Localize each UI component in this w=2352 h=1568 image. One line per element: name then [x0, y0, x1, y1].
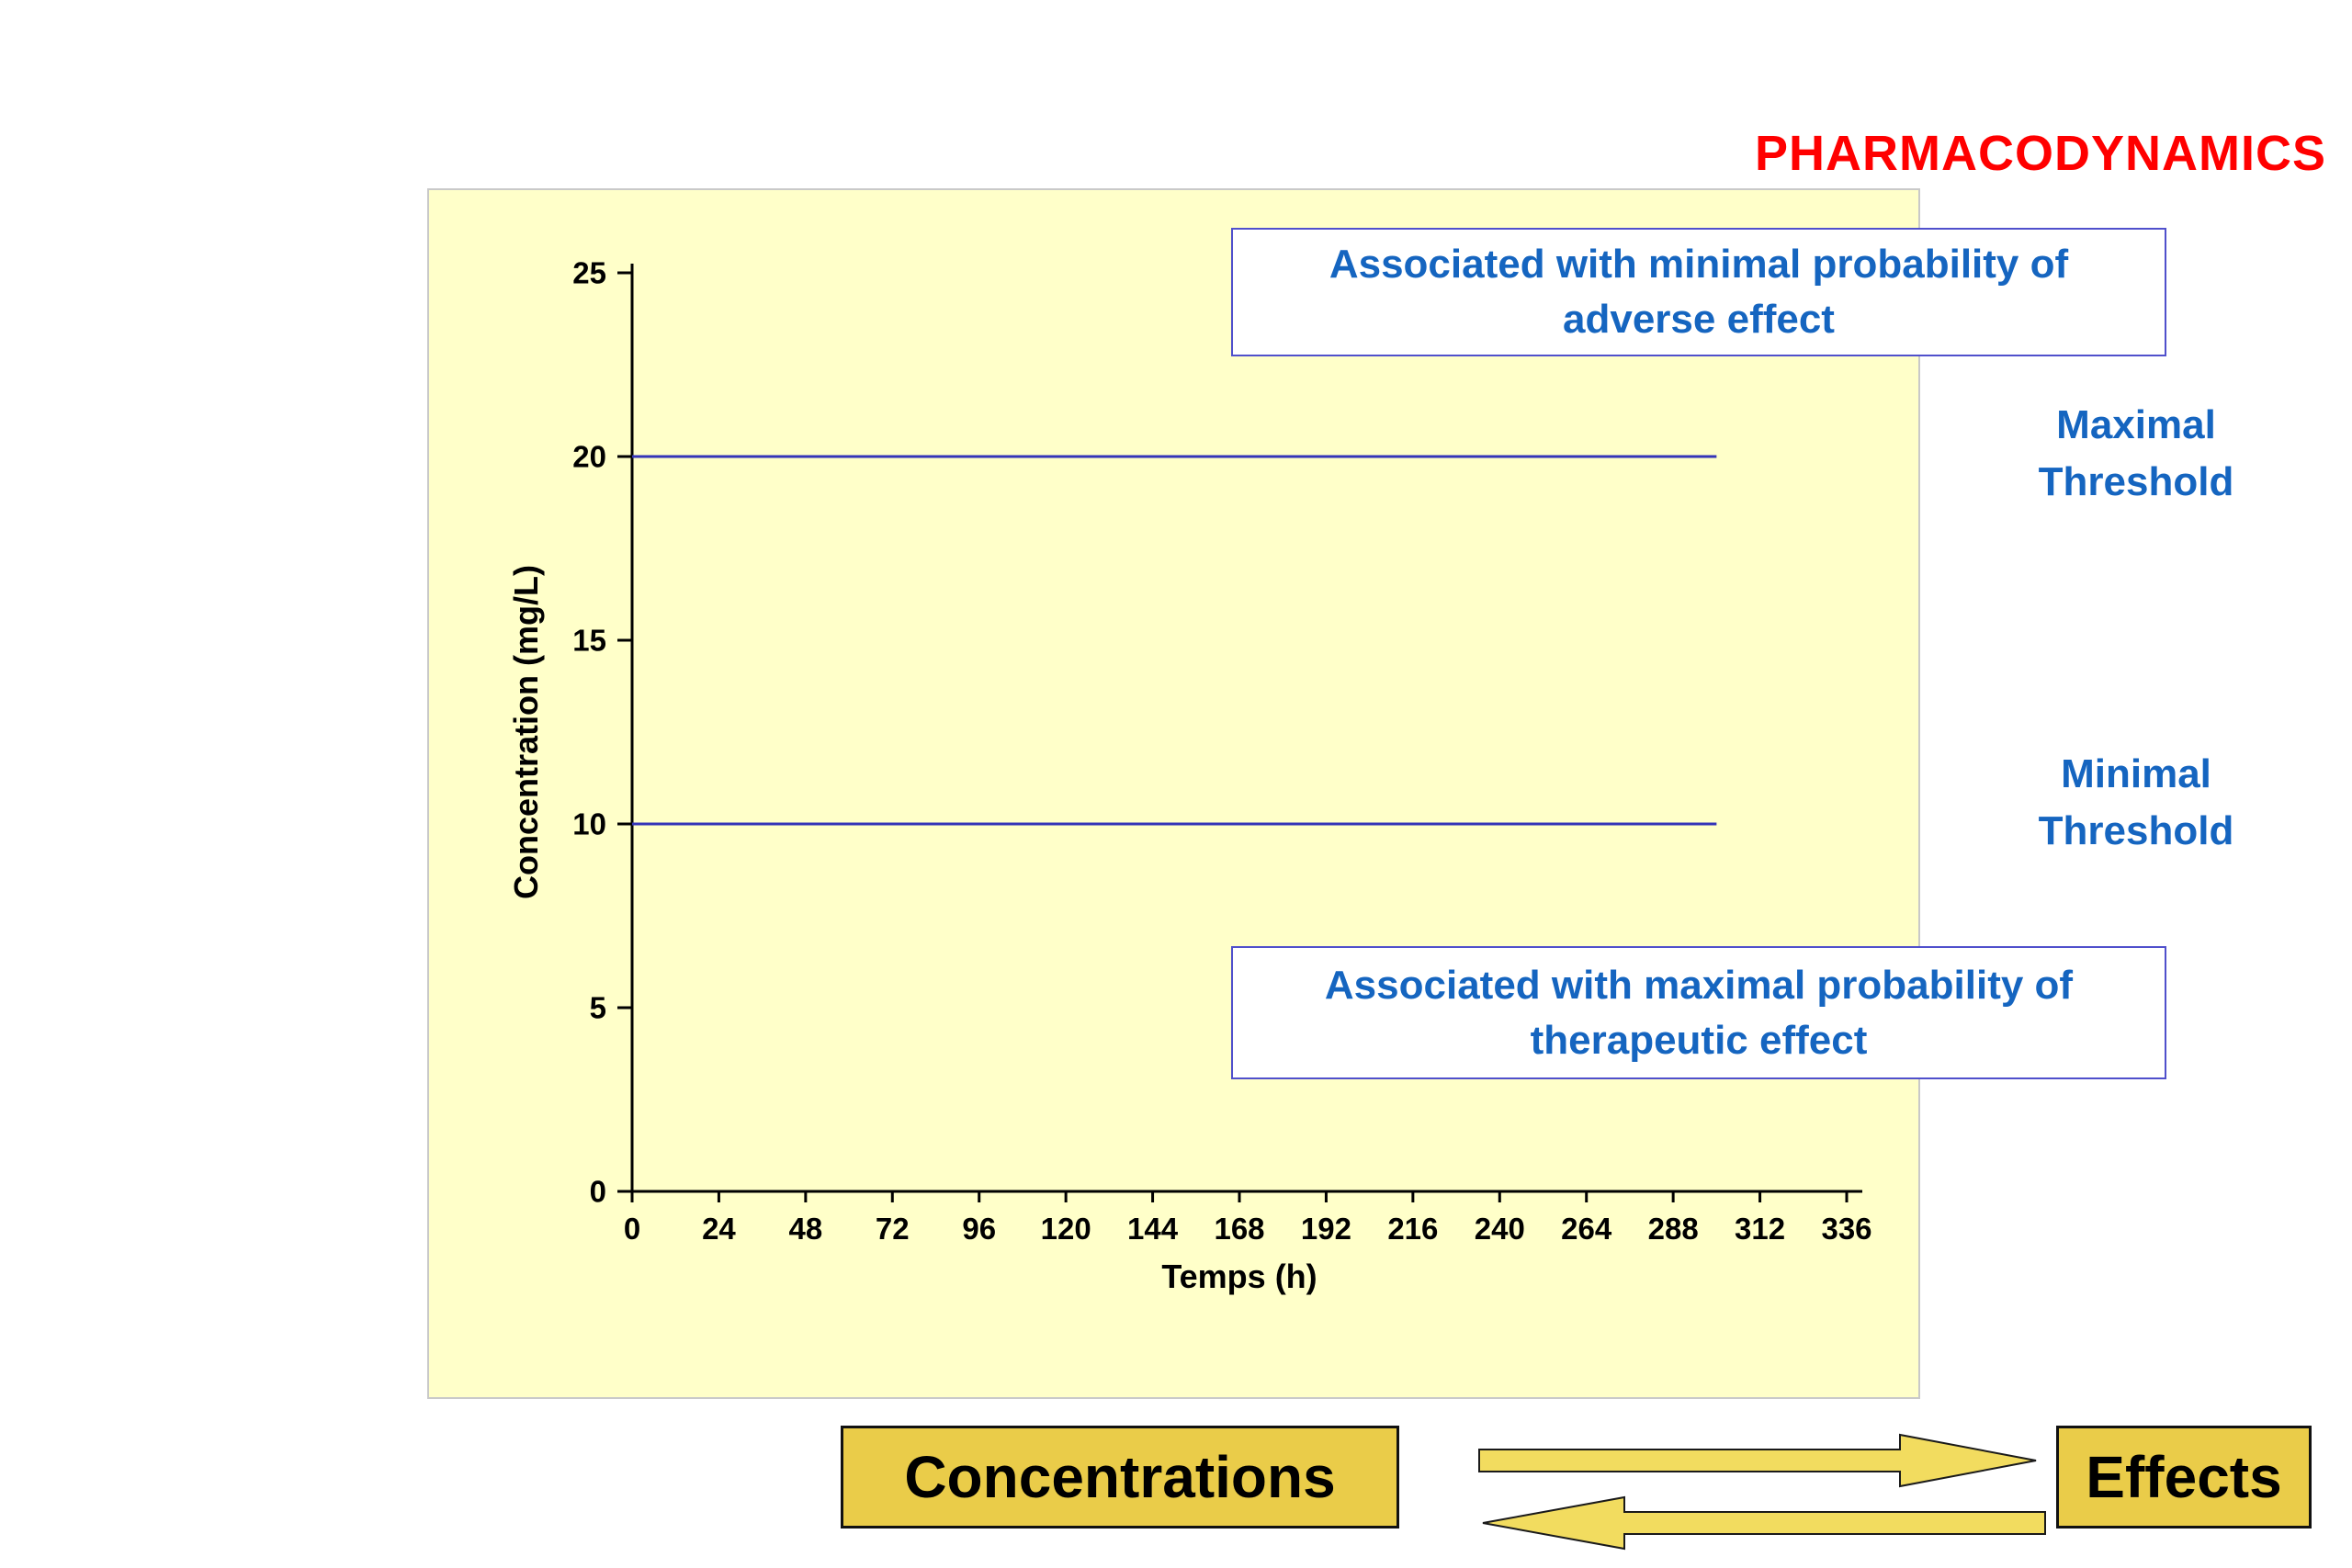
y-tick-label: 15	[572, 624, 606, 658]
threshold-line: Minimal	[2061, 751, 2211, 796]
x-tick-label: 264	[1561, 1212, 1612, 1246]
adverse-effect-annotation: Associated with minimal probability of a…	[1231, 228, 2166, 356]
x-tick-label: 288	[1648, 1212, 1699, 1246]
y-tick-label: 20	[572, 440, 606, 474]
minimal-threshold-label: Minimal Threshold	[1980, 746, 2292, 860]
x-tick-label: 216	[1387, 1212, 1438, 1246]
x-tick-label: 336	[1821, 1212, 1871, 1246]
x-tick-label: 144	[1127, 1212, 1179, 1246]
arrow-right-icon	[1478, 1433, 2037, 1488]
x-tick-label: 24	[702, 1212, 736, 1246]
page-title: PHARMACODYNAMICS	[1755, 126, 2326, 181]
x-tick-label: 240	[1475, 1212, 1525, 1246]
effects-box: Effects	[2056, 1426, 2312, 1529]
annotation-line: adverse effect	[1563, 297, 1835, 342]
x-axis-title: Temps (h)	[1161, 1258, 1317, 1295]
effects-label: Effects	[2086, 1444, 2282, 1510]
x-tick-label: 312	[1735, 1212, 1785, 1246]
x-tick-label: 0	[624, 1212, 640, 1246]
annotation-line: therapeutic effect	[1530, 1017, 1868, 1063]
x-tick-label: 120	[1041, 1212, 1091, 1246]
x-tick-label: 168	[1214, 1212, 1264, 1246]
y-tick-label: 25	[572, 256, 606, 290]
x-tick-label: 72	[876, 1212, 910, 1246]
x-tick-label: 96	[962, 1212, 996, 1246]
y-tick-label: 0	[590, 1175, 606, 1209]
x-tick-label: 48	[788, 1212, 822, 1246]
x-tick-label: 192	[1301, 1212, 1351, 1246]
y-tick-label: 10	[572, 807, 606, 841]
threshold-line: Threshold	[2038, 808, 2234, 853]
annotation-line: Associated with maximal probability of	[1324, 962, 2074, 1008]
concentrations-label: Concentrations	[904, 1444, 1336, 1510]
threshold-line: Maximal	[2056, 402, 2216, 447]
chart-svg: 0 5 10 15 20 25 0 24 48 72 96 120 144 168 192 216 240 264…	[507, 256, 1872, 1296]
threshold-line: Threshold	[2038, 459, 2234, 504]
chart-panel: 0 5 10 15 20 25 0 24 48 72 96 120 144 168 192 216 240 264…	[427, 188, 1920, 1399]
arrows-graphic	[1478, 1433, 2046, 1551]
y-tick-label: 5	[590, 991, 606, 1025]
y-axis-title: Concentration (mg/L)	[507, 565, 545, 899]
arrow-left-icon	[1482, 1495, 2046, 1551]
therapeutic-effect-annotation: Associated with maximal probability of t…	[1231, 946, 2166, 1079]
concentrations-box: Concentrations	[841, 1426, 1399, 1529]
annotation-line: Associated with minimal probability of	[1329, 242, 2069, 287]
maximal-threshold-label: Maximal Threshold	[1980, 397, 2292, 511]
